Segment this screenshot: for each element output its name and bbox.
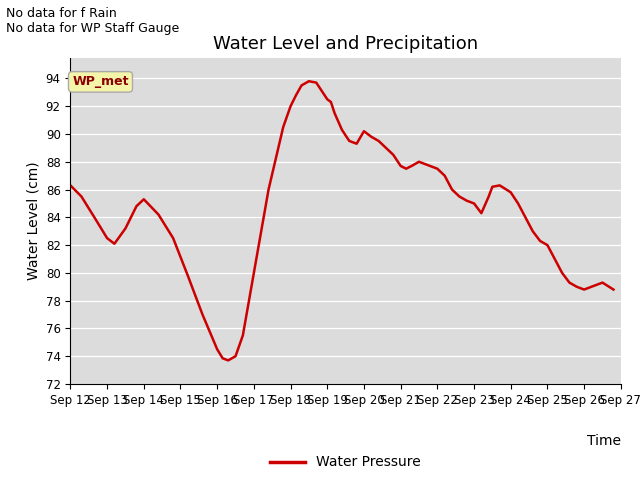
Title: Water Level and Precipitation: Water Level and Precipitation	[213, 35, 478, 53]
Text: Time: Time	[587, 434, 621, 448]
Y-axis label: Water Level (cm): Water Level (cm)	[26, 161, 40, 280]
Text: No data for WP Staff Gauge: No data for WP Staff Gauge	[6, 22, 180, 35]
Text: No data for f Rain: No data for f Rain	[6, 7, 117, 20]
Legend: Water Pressure: Water Pressure	[265, 450, 426, 475]
Text: WP_met: WP_met	[72, 75, 129, 88]
